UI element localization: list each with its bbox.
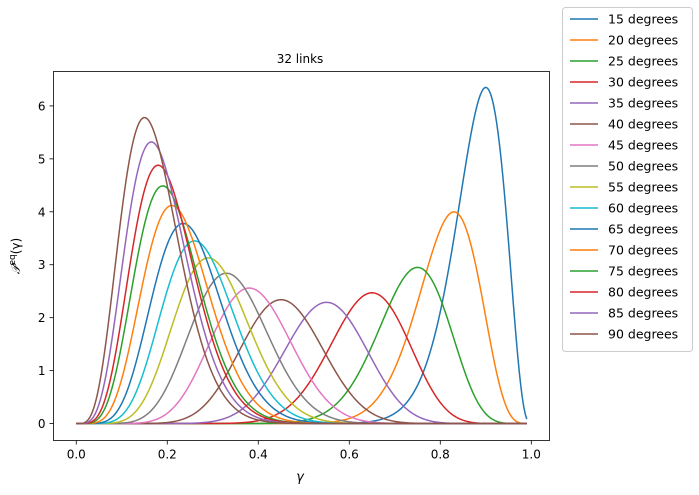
legend: 15 degrees 20 degrees 25 degrees 30 degrees… (562, 7, 693, 352)
x-tick-label: 0.6 (340, 448, 359, 462)
y-tick-label: 1 (38, 364, 46, 378)
y-axis-ticks: 0 1 2 3 4 5 6 (38, 99, 54, 431)
legend-label: 75 degrees (608, 264, 678, 279)
legend-label: 50 degrees (608, 159, 678, 174)
legend-label: 90 degrees (608, 327, 678, 342)
x-tick-label: 0.0 (67, 448, 86, 462)
legend-label: 30 degrees (608, 75, 678, 90)
chart-title: 32 links (277, 52, 324, 66)
series-lines (76, 86, 528, 425)
legend-box (562, 7, 693, 352)
legend-label: 70 degrees (608, 243, 678, 258)
legend-label: 80 degrees (608, 285, 678, 300)
legend-label: 25 degrees (608, 54, 678, 69)
y-tick-label: 6 (38, 99, 46, 113)
x-axis-ticks: 0.0 0.2 0.4 0.6 0.8 1.0 (67, 440, 541, 462)
x-tick-label: 0.4 (249, 448, 268, 462)
series-line-4 (76, 292, 527, 425)
x-tick-label: 1.0 (522, 448, 541, 462)
legend-label: 85 degrees (608, 306, 678, 321)
legend-label: 40 degrees (608, 117, 678, 132)
y-tick-label: 3 (38, 258, 46, 272)
series-line-9 (76, 257, 527, 425)
series-line-15 (76, 141, 527, 425)
series-line-16 (76, 116, 527, 425)
legend-label: 20 degrees (608, 33, 678, 48)
y-tick-label: 0 (38, 417, 46, 431)
x-tick-label: 0.2 (158, 448, 177, 462)
y-axis-label: 𝒫eq(γ) (8, 238, 23, 274)
y-tick-label: 2 (38, 311, 46, 325)
plot-frame (53, 71, 550, 441)
y-tick-label: 4 (38, 205, 46, 219)
y-axis-label-arg: (γ) (9, 238, 23, 254)
legend-label: 15 degrees (608, 12, 678, 27)
series-line-13 (76, 185, 527, 425)
legend-label: 45 degrees (608, 138, 678, 153)
legend-label: 55 degrees (608, 180, 678, 195)
legend-label: 60 degrees (608, 201, 678, 216)
legend-label: 35 degrees (608, 96, 678, 111)
y-axis-label-sup: eq (8, 254, 18, 265)
y-tick-label: 5 (38, 152, 46, 166)
series-line-2 (76, 211, 527, 425)
legend-label: 65 degrees (608, 222, 678, 237)
x-tick-label: 0.8 (431, 448, 450, 462)
x-axis-label: γ (296, 470, 305, 485)
